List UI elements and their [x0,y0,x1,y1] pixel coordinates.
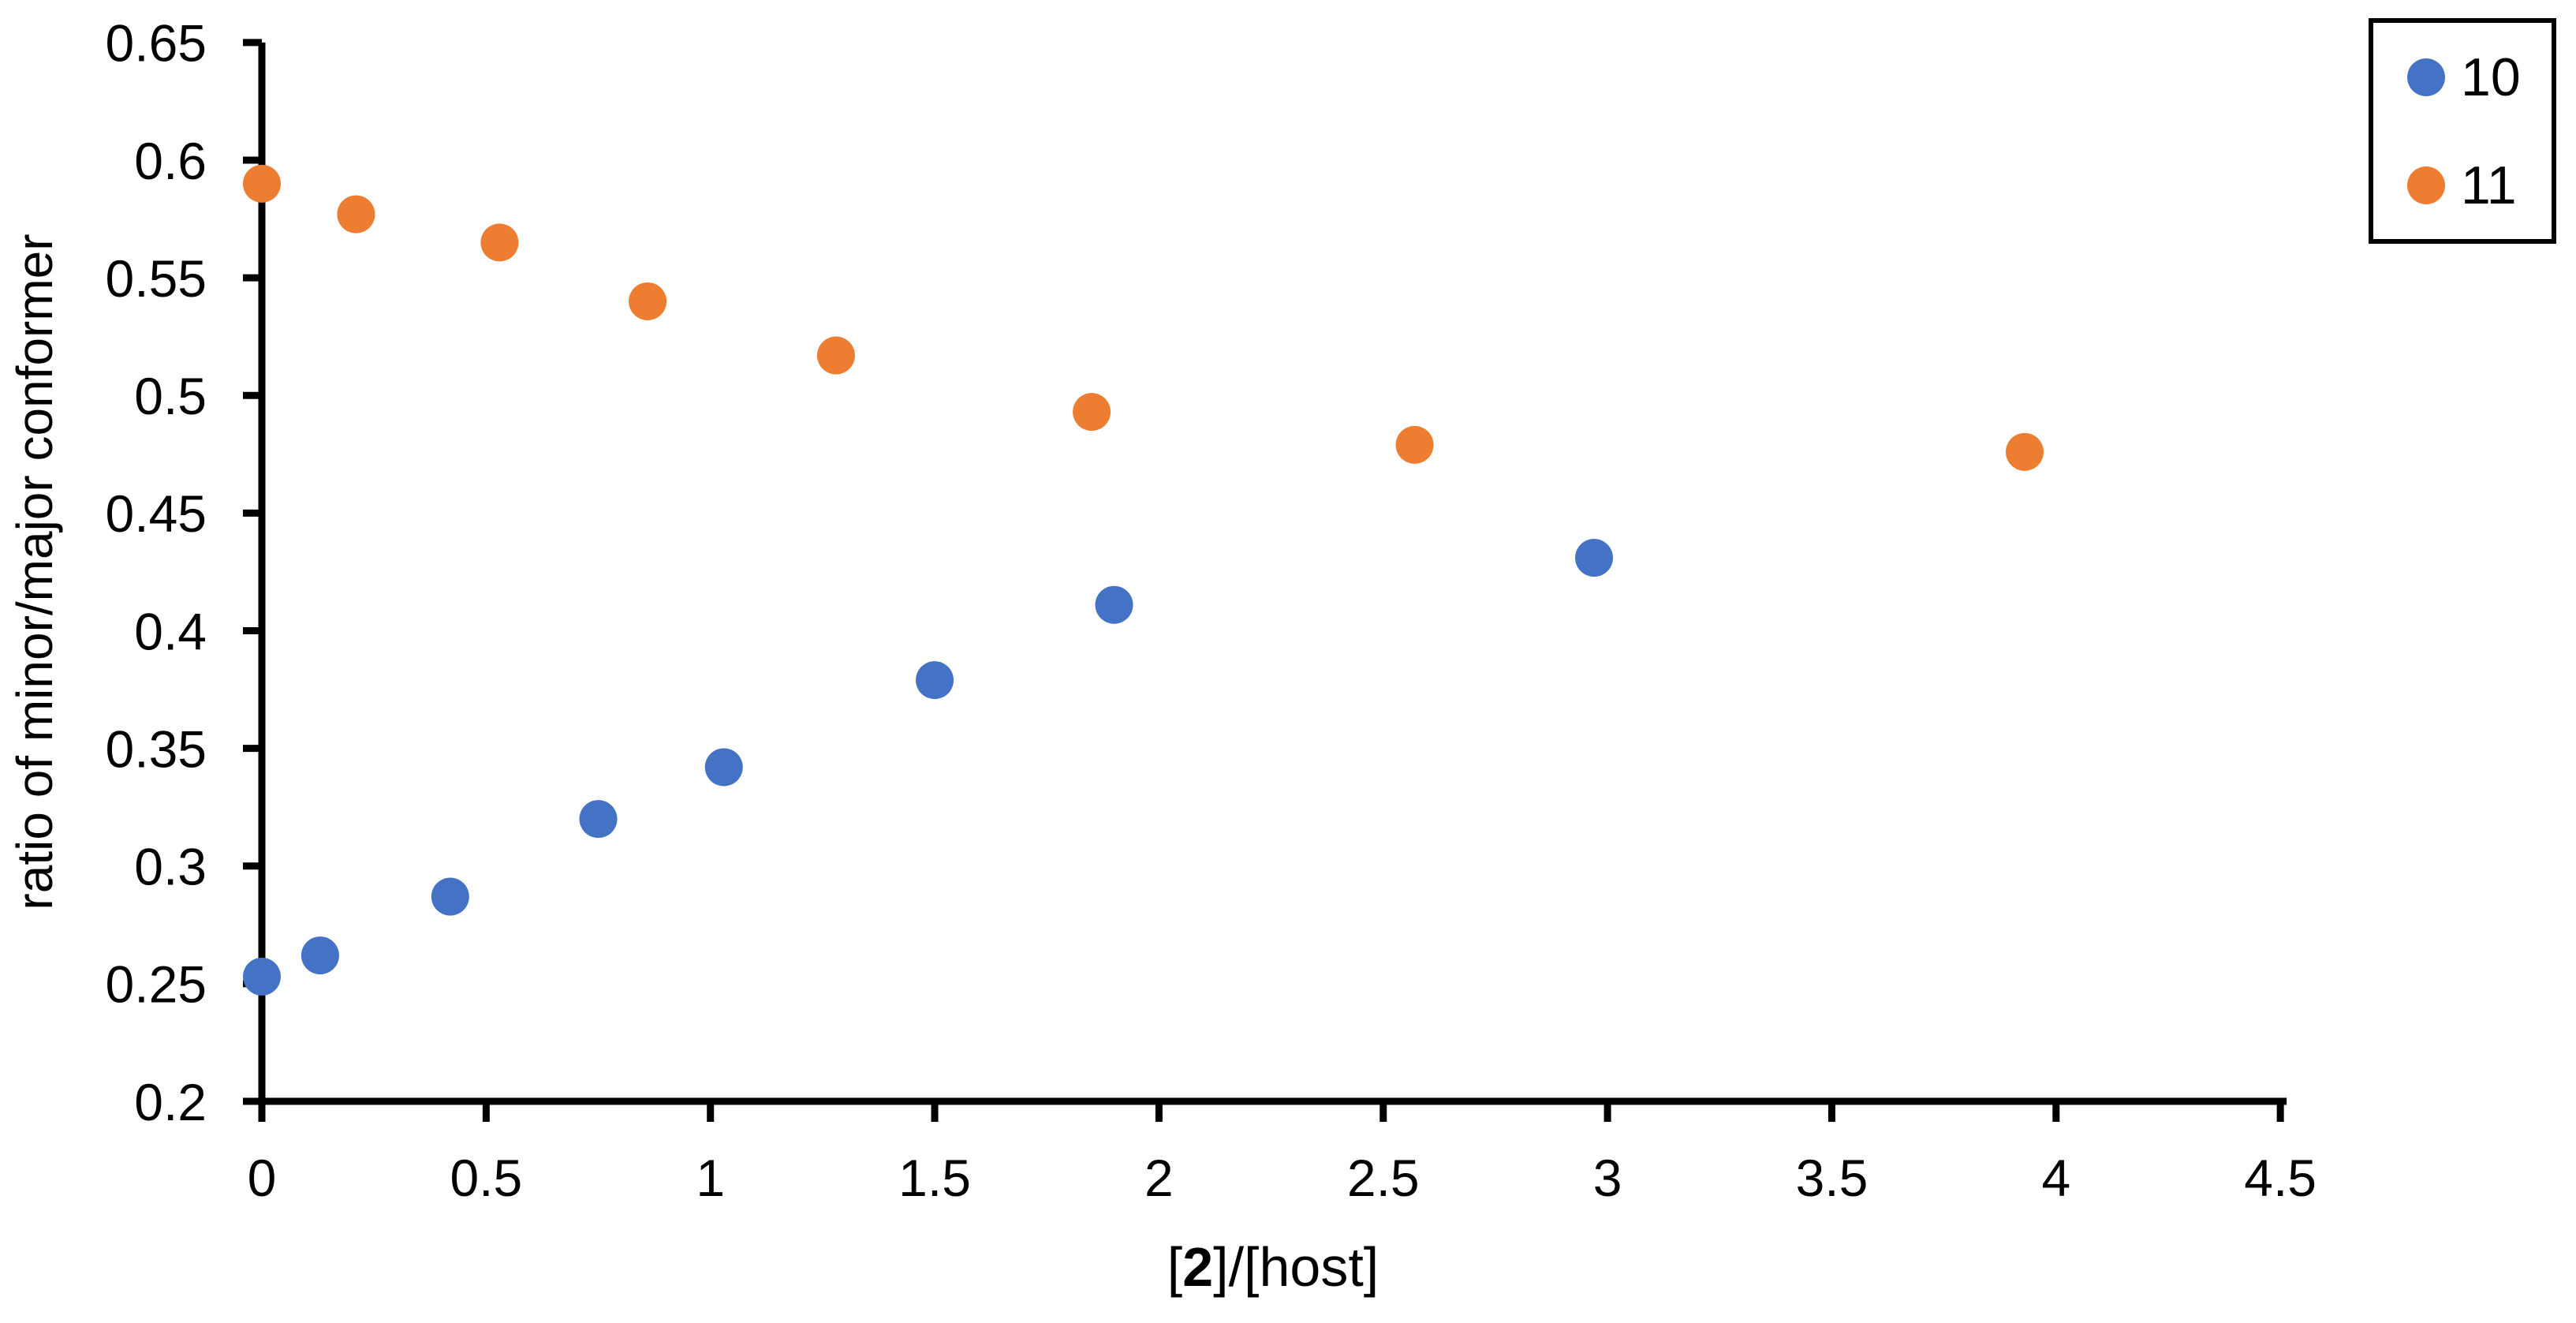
x-tick-label-3.5: 3.5 [1796,1149,1869,1207]
y-tick-label-0.25: 0.25 [106,955,207,1014]
data-point-series11-1 [337,195,375,234]
data-point-series11-0 [243,164,281,203]
data-point-series11-4 [816,336,855,375]
data-point-series10-6 [1095,585,1133,624]
x-axis-title-open: [ [1167,1236,1183,1298]
y-tick-label-0.55: 0.55 [106,249,207,308]
legend: 10 11 [2369,18,2556,244]
x-tick-label-4.5: 4.5 [2244,1149,2317,1207]
y-tick-label-0.6: 0.6 [134,132,207,190]
data-point-series10-0 [243,957,281,996]
x-axis-title-bold: 2 [1182,1236,1214,1298]
x-tick-label-0: 0 [248,1149,277,1207]
legend-label-11: 11 [2461,155,2517,215]
x-tick-label-1.5: 1.5 [898,1149,971,1207]
y-axis-title-text: ratio of minor/major conformer [6,234,63,910]
data-point-series11-2 [480,223,519,262]
data-point-series10-3 [579,800,618,839]
data-point-series11-3 [629,282,667,320]
y-tick-label-0.2: 0.2 [134,1073,207,1131]
legend-marker-10-icon [2407,58,2445,96]
legend-marker-11-icon [2407,166,2445,204]
x-axis-title-rest: ]/[host] [1213,1236,1379,1298]
legend-item-11: 11 [2407,159,2552,212]
data-point-series10-2 [431,877,469,916]
x-tick-label-2.5: 2.5 [1347,1149,1420,1207]
x-tick-label-4: 4 [2041,1149,2070,1207]
y-tick-label-0.35: 0.35 [106,719,207,778]
y-tick-label-0.65: 0.65 [106,14,207,73]
x-tick-label-1: 1 [696,1149,725,1207]
x-tick-label-2: 2 [1144,1149,1174,1207]
legend-item-10: 10 [2407,50,2552,104]
data-point-series10-5 [916,661,954,700]
data-point-series10-7 [1575,539,1614,577]
y-tick-label-0.5: 0.5 [134,367,207,425]
y-tick-label-0.45: 0.45 [106,484,207,543]
y-tick-label-0.4: 0.4 [134,602,207,660]
x-axis-title: [2]/[host] [1167,1235,1379,1299]
data-point-series10-1 [301,936,339,975]
data-point-series10-4 [704,748,743,787]
x-tick-label-3: 3 [1593,1149,1622,1207]
data-point-series11-6 [1395,425,1434,464]
y-tick-label-0.3: 0.3 [134,838,207,896]
data-point-series11-7 [2005,432,2044,471]
data-point-series11-5 [1073,393,1111,432]
x-tick-label-0.5: 0.5 [450,1149,522,1207]
y-axis-title: ratio of minor/major conformer [6,234,64,910]
legend-label-10: 10 [2461,47,2521,107]
